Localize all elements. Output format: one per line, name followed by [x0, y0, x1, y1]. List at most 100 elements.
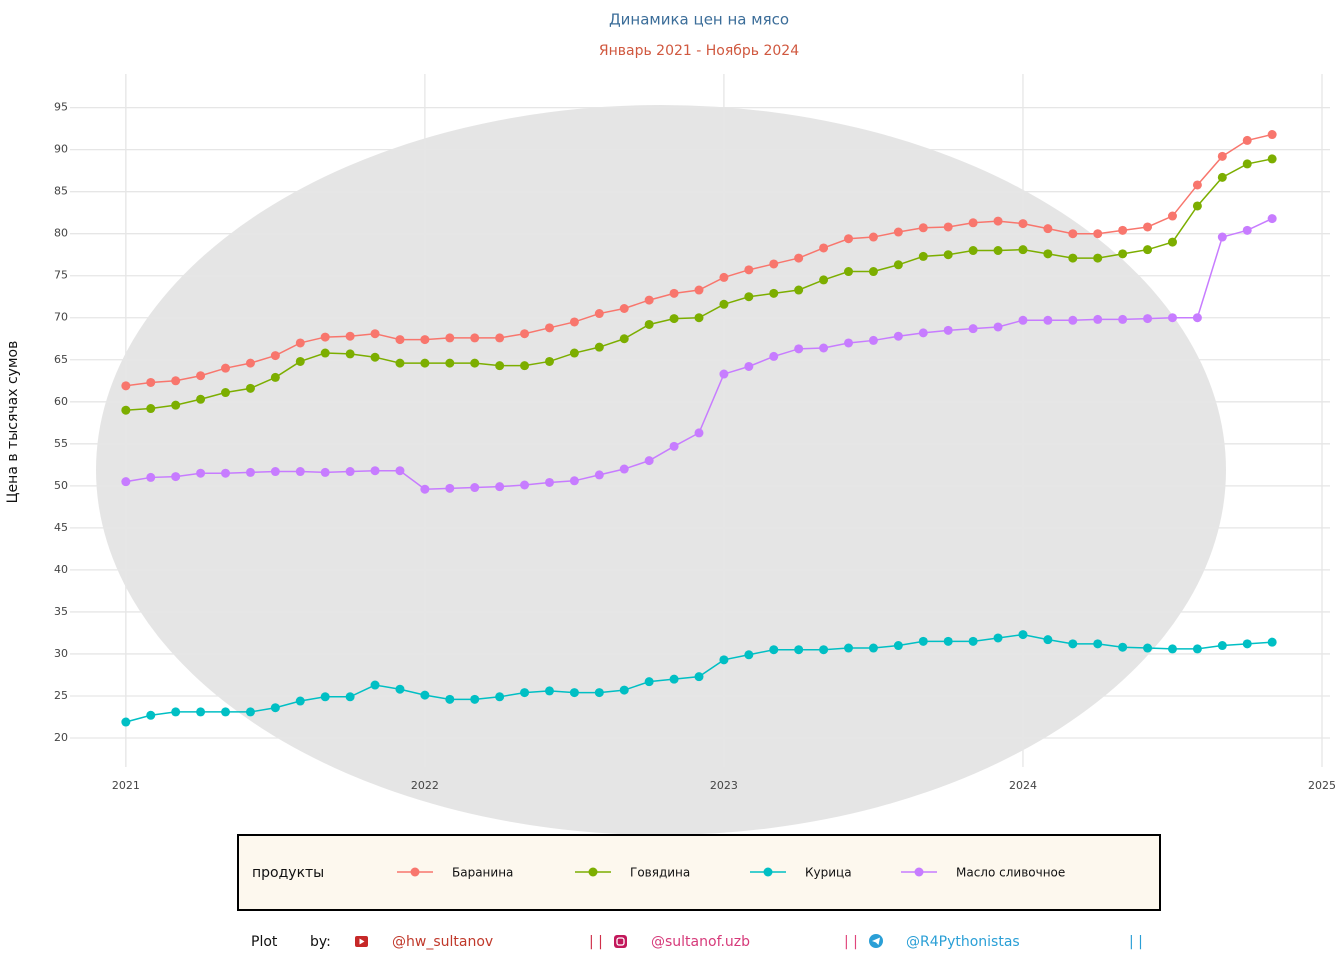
legend: Баранина Говядина Курица Масло сливочное [397, 866, 1065, 880]
x-tick-label: 2023 [710, 779, 738, 792]
y-tick-label: 75 [54, 269, 68, 282]
data-point [1192, 644, 1202, 654]
data-point [819, 343, 829, 353]
instagram-icon-lens [616, 937, 625, 946]
data-point [1118, 225, 1128, 235]
data-point [1192, 313, 1202, 323]
data-point [121, 405, 131, 415]
footer-text: by: [310, 934, 331, 950]
data-point [1167, 237, 1177, 247]
data-point [1068, 315, 1078, 325]
data-point [669, 288, 679, 298]
x-tick-label: 2025 [1308, 779, 1336, 792]
data-point [844, 643, 854, 653]
data-point [495, 692, 505, 702]
y-tick-label: 40 [54, 563, 68, 576]
data-point [345, 692, 355, 702]
data-point [544, 356, 554, 366]
data-point [196, 394, 206, 404]
y-tick-label: 35 [54, 605, 68, 618]
data-point [245, 383, 255, 393]
data-point [221, 707, 231, 717]
data-point [794, 344, 804, 354]
data-point [1242, 159, 1252, 169]
y-tick-label: 65 [54, 353, 68, 366]
data-point [520, 329, 530, 339]
data-point [295, 696, 305, 706]
data-point [445, 333, 455, 343]
data-point [345, 331, 355, 341]
data-point [594, 309, 604, 319]
footer-link[interactable]: @R4Pythonistas [906, 934, 1020, 950]
data-point [744, 292, 754, 302]
data-point [1018, 245, 1028, 255]
data-point [1093, 639, 1103, 649]
data-point [694, 285, 704, 295]
legend-title: продукты [252, 865, 324, 881]
legend-box [237, 834, 1161, 911]
data-point [196, 468, 206, 478]
y-tick-label: 70 [54, 311, 68, 324]
data-point [1043, 315, 1053, 325]
data-point [370, 329, 380, 339]
data-point [594, 342, 604, 352]
data-point [470, 694, 480, 704]
data-point [1118, 642, 1128, 652]
data-point [993, 216, 1003, 226]
legend-label: Баранина [452, 866, 513, 880]
data-point [943, 222, 953, 232]
data-point [520, 688, 530, 698]
data-point [395, 466, 405, 476]
data-point [893, 227, 903, 237]
x-tick-label: 2024 [1009, 779, 1037, 792]
data-point [221, 468, 231, 478]
data-point [270, 351, 280, 361]
data-point [619, 464, 629, 474]
y-tick-label: 85 [54, 185, 68, 198]
data-point [1068, 639, 1078, 649]
data-point [769, 288, 779, 298]
data-point [918, 328, 928, 338]
data-point [644, 319, 654, 329]
data-point [968, 636, 978, 646]
data-point [868, 335, 878, 345]
data-point [569, 317, 579, 327]
data-point [121, 717, 131, 727]
data-point [146, 377, 156, 387]
data-point [569, 688, 579, 698]
y-tick-label: 50 [54, 479, 68, 492]
data-point [544, 477, 554, 487]
data-point [420, 335, 430, 345]
data-point [1167, 313, 1177, 323]
y-tick-label: 60 [54, 395, 68, 408]
data-point [1118, 314, 1128, 324]
data-point [295, 338, 305, 348]
data-point [719, 272, 729, 282]
data-point [295, 467, 305, 477]
data-point [619, 303, 629, 313]
data-point [245, 467, 255, 477]
data-point [644, 295, 654, 305]
footer-link[interactable]: @hw_sultanov [392, 934, 493, 950]
data-point [320, 332, 330, 342]
data-point [1267, 214, 1277, 224]
data-point [943, 636, 953, 646]
legend-label: Масло сливочное [956, 866, 1065, 880]
data-point [1018, 315, 1028, 325]
data-point [1093, 253, 1103, 263]
data-point [744, 650, 754, 660]
data-point [270, 467, 280, 477]
data-point [320, 467, 330, 477]
data-point [470, 358, 480, 368]
data-point [993, 322, 1003, 332]
data-point [619, 334, 629, 344]
data-point [171, 472, 181, 482]
data-point [520, 361, 530, 371]
data-point [968, 324, 978, 334]
data-point [196, 371, 206, 381]
data-point [1267, 130, 1277, 140]
instagram-icon [614, 935, 627, 948]
footer-link[interactable]: @sultanof.uzb [651, 934, 750, 950]
footer: Plot by: @hw_sultanov | | @sultanof.uzb … [251, 934, 1143, 950]
data-point [1018, 219, 1028, 229]
